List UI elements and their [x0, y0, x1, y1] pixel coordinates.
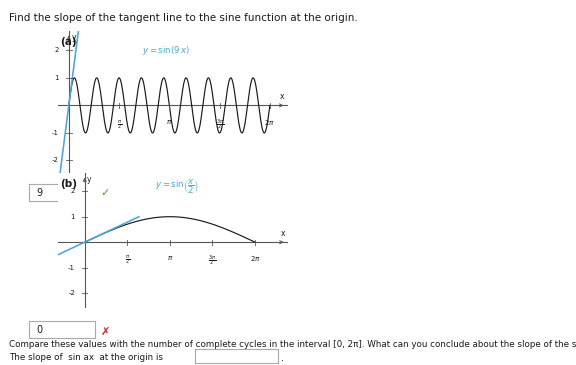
Text: y: y — [87, 176, 92, 184]
Text: 0: 0 — [37, 325, 43, 335]
Text: (a): (a) — [60, 37, 77, 47]
Text: ✓: ✓ — [101, 188, 110, 198]
Text: 2: 2 — [55, 47, 59, 53]
Text: -1: -1 — [52, 130, 59, 136]
Text: $\frac{3\pi}{2}$: $\frac{3\pi}{2}$ — [209, 254, 217, 268]
Text: -2: -2 — [68, 290, 75, 296]
Text: Compare these values with the number of complete cycles in the interval [0, 2π].: Compare these values with the number of … — [9, 340, 576, 349]
Text: 1: 1 — [70, 214, 75, 220]
Text: $2\pi$: $2\pi$ — [264, 118, 275, 127]
Text: $\frac{\pi}{2}$: $\frac{\pi}{2}$ — [116, 118, 122, 131]
Text: y: y — [71, 33, 76, 42]
Text: $\frac{\pi}{2}$: $\frac{\pi}{2}$ — [125, 254, 130, 266]
Text: $\frac{3\pi}{2}$: $\frac{3\pi}{2}$ — [215, 118, 223, 132]
Text: x: x — [281, 229, 286, 238]
Text: ✗: ✗ — [101, 327, 110, 337]
Text: $y = \sin\!\left(\dfrac{x}{2}\right)$: $y = \sin\!\left(\dfrac{x}{2}\right)$ — [156, 178, 199, 196]
Text: x: x — [280, 92, 285, 101]
Text: $y = \sin(9\,x)$: $y = \sin(9\,x)$ — [142, 44, 190, 57]
Text: (b): (b) — [60, 179, 77, 189]
Text: $\pi$: $\pi$ — [166, 118, 172, 126]
Text: -1: -1 — [68, 265, 75, 271]
Text: 2: 2 — [71, 188, 75, 194]
Text: $2\pi$: $2\pi$ — [249, 254, 260, 262]
Text: Find the slope of the tangent line to the sine function at the origin.: Find the slope of the tangent line to th… — [9, 13, 357, 23]
Text: The slope of  sin ax  at the origin is: The slope of sin ax at the origin is — [9, 353, 162, 362]
Text: $\pi$: $\pi$ — [166, 254, 173, 262]
Text: 1: 1 — [54, 75, 59, 81]
Text: -2: -2 — [52, 157, 59, 164]
Text: 9: 9 — [37, 188, 43, 198]
Text: .: . — [281, 353, 284, 362]
